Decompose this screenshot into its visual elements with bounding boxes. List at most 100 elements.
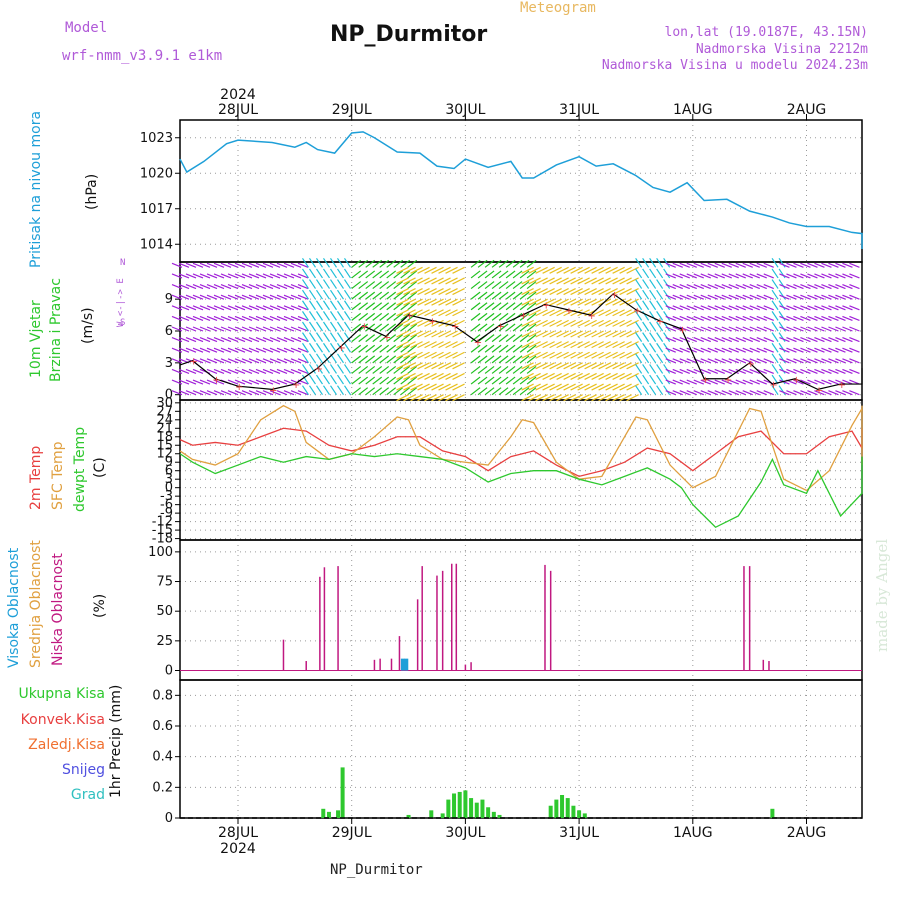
wind-barb bbox=[849, 294, 860, 300]
wind-barb bbox=[407, 270, 418, 279]
wind-barb bbox=[570, 277, 583, 285]
wind-barb bbox=[542, 362, 555, 370]
wind-barb bbox=[642, 385, 650, 396]
wind-barb bbox=[262, 294, 274, 300]
wind-marker: + bbox=[701, 375, 709, 386]
wind-barb bbox=[814, 294, 825, 300]
wind-barb bbox=[663, 374, 671, 385]
wind-barb bbox=[842, 262, 853, 268]
wind-barb bbox=[491, 291, 502, 300]
wind-barb bbox=[365, 291, 376, 300]
wind-barb bbox=[598, 341, 611, 349]
y-tick-label-temp: 12 bbox=[156, 447, 173, 462]
wind-marker: + bbox=[497, 322, 505, 333]
wind-barb bbox=[635, 289, 643, 300]
wind-barb bbox=[707, 315, 718, 321]
panel-frame-precip bbox=[179, 679, 863, 819]
wind-barb bbox=[185, 390, 197, 396]
wind-barb bbox=[283, 326, 295, 332]
wind-barb bbox=[649, 257, 657, 268]
wind-barb bbox=[213, 305, 225, 311]
wind-barb bbox=[396, 394, 409, 402]
wind-barb bbox=[591, 298, 604, 306]
wind-marker: + bbox=[542, 300, 550, 311]
wind-barb bbox=[336, 385, 344, 396]
precip-bar bbox=[554, 799, 559, 818]
wind-barb bbox=[241, 326, 253, 332]
wind-barb bbox=[570, 394, 583, 402]
wind-barb bbox=[598, 394, 611, 402]
wind-barb bbox=[262, 273, 274, 279]
wind-barb bbox=[234, 283, 246, 290]
wind-barb bbox=[521, 277, 534, 285]
wind-barb bbox=[365, 259, 376, 268]
wind-barb bbox=[372, 281, 383, 290]
wind-barb bbox=[549, 372, 562, 380]
y-tick-label-wind: 3 bbox=[165, 356, 173, 371]
bottom-day-label: 28JUL bbox=[218, 825, 258, 841]
wind-barb bbox=[248, 337, 260, 343]
wind-barb bbox=[297, 390, 309, 396]
wind-barb bbox=[400, 355, 411, 364]
wind-barb bbox=[315, 385, 323, 396]
wind-barb bbox=[438, 372, 451, 380]
wind-barb bbox=[584, 319, 597, 327]
wind-barb bbox=[403, 394, 416, 402]
wind-barb bbox=[484, 344, 495, 353]
wind-barb bbox=[700, 315, 711, 321]
wind-barb bbox=[778, 268, 786, 279]
wind-barb bbox=[619, 362, 632, 370]
wind-barb bbox=[171, 379, 183, 385]
wind-barb bbox=[255, 379, 267, 385]
wind-barb bbox=[424, 330, 437, 338]
wind-marker: + bbox=[838, 380, 846, 391]
wind-barb bbox=[700, 273, 711, 279]
wind-barb bbox=[199, 294, 211, 300]
wind-barb bbox=[849, 379, 860, 385]
wind-barb bbox=[771, 268, 779, 279]
wind-barb bbox=[178, 390, 190, 396]
wind-barb bbox=[749, 390, 760, 396]
wind-barb bbox=[407, 323, 418, 332]
wind-barb bbox=[528, 351, 541, 359]
wind-barb bbox=[663, 364, 671, 374]
precip-bar bbox=[548, 805, 553, 818]
wind-barb bbox=[800, 347, 811, 353]
wind-barb bbox=[656, 257, 664, 268]
wind-barb bbox=[171, 262, 183, 268]
wind-barb bbox=[365, 312, 376, 321]
wind-barb bbox=[672, 368, 683, 375]
wind-barb bbox=[438, 330, 451, 338]
wind-barb bbox=[431, 298, 444, 306]
wind-barb bbox=[771, 332, 779, 342]
wind-barb bbox=[849, 262, 860, 268]
wind-barb bbox=[241, 273, 253, 279]
wind-marker: + bbox=[656, 316, 664, 327]
precip-bar bbox=[340, 767, 345, 818]
wind-barb bbox=[358, 302, 369, 311]
wind-barb bbox=[728, 347, 739, 353]
wind-barb bbox=[178, 326, 190, 332]
wind-barb bbox=[619, 394, 632, 402]
wind-barb bbox=[763, 390, 774, 396]
wind-barb bbox=[227, 273, 239, 279]
wind-barb bbox=[535, 362, 548, 370]
wind-barb bbox=[591, 288, 604, 296]
wind-marker: + bbox=[235, 382, 243, 393]
wind-barb bbox=[498, 312, 509, 321]
wind-barb bbox=[343, 374, 351, 385]
wind-barb bbox=[521, 394, 534, 402]
wind-barb bbox=[591, 372, 604, 380]
wind-barb bbox=[407, 302, 418, 311]
wind-marker: + bbox=[519, 311, 527, 322]
wind-barb bbox=[756, 305, 767, 311]
wind-barb bbox=[410, 351, 423, 359]
wind-barb bbox=[407, 312, 418, 321]
wind-barb bbox=[665, 390, 676, 396]
wind-barb bbox=[386, 312, 397, 321]
wind-barb bbox=[570, 288, 583, 296]
wind-barb bbox=[276, 273, 288, 279]
wind-barb bbox=[262, 305, 274, 311]
y-tick-label-precip: 0.6 bbox=[152, 719, 173, 734]
wind-barb bbox=[807, 337, 818, 343]
